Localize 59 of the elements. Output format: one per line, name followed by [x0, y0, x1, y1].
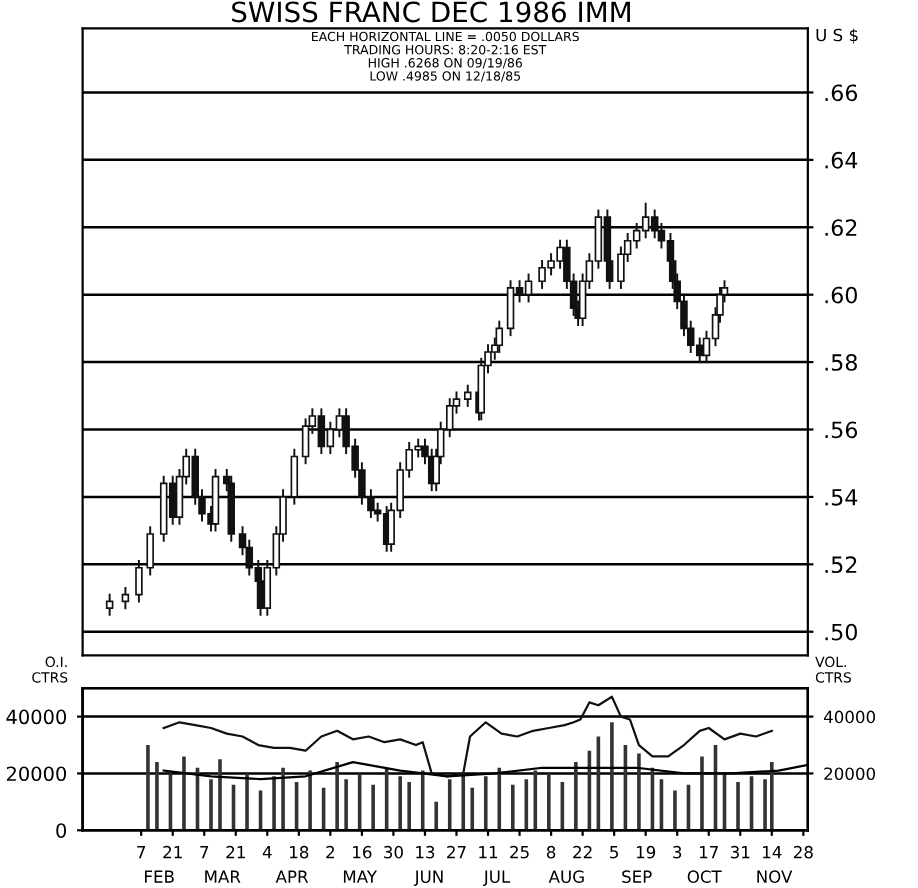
candlestick	[632, 222, 641, 249]
x-tick-label: 19	[636, 845, 656, 859]
x-tick-label: 27	[447, 845, 466, 859]
y-tick-label: .66	[825, 84, 858, 102]
y-tick-label: .50	[825, 623, 857, 641]
x-tick-label: 16	[353, 845, 372, 859]
candlestick	[326, 421, 335, 455]
y-tick-label: .62	[825, 219, 857, 237]
x2-tick-label: MAY	[343, 870, 378, 883]
x-tick-label: 30	[384, 845, 403, 859]
candlestick	[290, 448, 299, 505]
x2-tick-label: APR	[275, 870, 309, 883]
candlestick	[463, 384, 472, 407]
y-axis-title: U S $	[816, 28, 858, 44]
chart-title: SWISS FRANC DEC 1986 IMM	[232, 1, 630, 23]
x2-tick-label: NOV	[757, 870, 793, 883]
x-tick-label: 21	[163, 845, 182, 859]
candlestick	[105, 593, 114, 616]
line-series	[162, 695, 773, 778]
candlestick	[495, 320, 504, 353]
y-tick-label: .64	[825, 151, 858, 169]
x2-tick-label: MAR	[205, 870, 241, 883]
x-tick-label: 8	[546, 845, 556, 859]
x-tick-label: 14	[763, 846, 782, 859]
x2-tick-label: JUN	[413, 870, 443, 887]
y-tick-label: .52	[825, 556, 857, 574]
x2-tick-label: SEP	[622, 870, 652, 883]
candlestick	[211, 468, 220, 532]
y-tick-label: 40000	[6, 709, 67, 725]
x-tick-label: 31	[730, 845, 750, 859]
candlestick	[524, 273, 533, 303]
x-tick-label: 13	[416, 845, 435, 859]
candlestick	[317, 408, 326, 455]
x-tick-label: 4	[262, 846, 272, 859]
x-tick-label: 28	[793, 845, 813, 859]
x-tick-label: 21	[226, 845, 245, 859]
x2-tick-label: OCT	[687, 870, 722, 883]
x-tick-label: 5	[610, 846, 618, 859]
y-tick-label: .60	[825, 286, 857, 304]
x-tick-label: 11	[479, 846, 498, 859]
y-tick-label: 0	[56, 823, 67, 838]
x-tick-label: 2	[326, 845, 334, 859]
candlestick	[121, 586, 130, 610]
candlestick	[506, 280, 515, 337]
x-tick-label: 22	[573, 845, 592, 859]
x-tick-label: 25	[510, 845, 529, 859]
candlestick	[641, 202, 650, 239]
x-tick-label: 17	[699, 846, 718, 859]
y-tick-label: 20000	[6, 766, 67, 782]
x-tick-label: 18	[290, 845, 309, 859]
x-tick-label: 3	[673, 845, 682, 859]
y-tick-label: .56	[825, 421, 858, 439]
x2-tick-label: AUG	[548, 870, 584, 883]
x2-tick-label: JUL	[482, 870, 511, 887]
x-tick-label: 7	[137, 846, 146, 859]
y-tick-label: .54	[825, 489, 858, 506]
y-tick-label: .58	[825, 354, 857, 371]
x-tick-label: 7	[200, 846, 209, 859]
x2-tick-label: FEB	[145, 870, 174, 883]
